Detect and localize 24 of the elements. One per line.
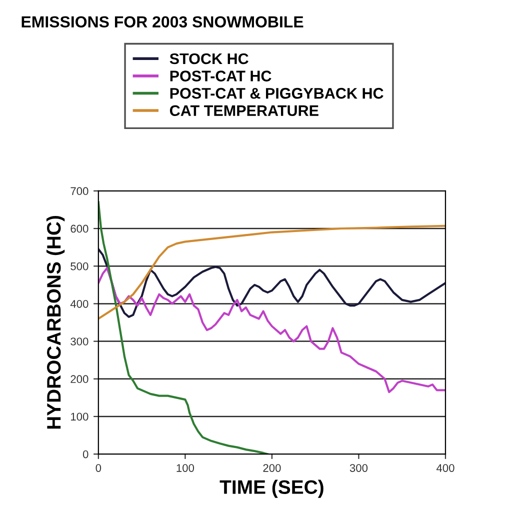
legend-label: POST-CAT & PIGGYBACK HC bbox=[170, 88, 384, 99]
line-series bbox=[98, 201, 269, 454]
chart-title: EMISSIONS FOR 2003 SNOWMOBILE bbox=[22, 16, 304, 28]
y-tick-label: 0 bbox=[82, 450, 88, 458]
y-axis-title: HYDROCARBONS (HC) bbox=[46, 216, 65, 429]
legend-label: STOCK HC bbox=[170, 53, 248, 64]
y-tick-label: 100 bbox=[71, 412, 88, 421]
x-tick-label: 400 bbox=[436, 464, 454, 472]
x-tick-label: 100 bbox=[176, 464, 194, 472]
y-tick-label: 600 bbox=[70, 224, 88, 233]
x-axis-title: TIME (SEC) bbox=[220, 480, 324, 498]
legend-label: POST-CAT HC bbox=[170, 70, 272, 82]
y-tick-label: 700 bbox=[70, 187, 88, 196]
line-series bbox=[98, 266, 446, 394]
x-tick-label: 0 bbox=[96, 464, 102, 472]
legend-label: CAT TEMPERATURE bbox=[170, 105, 318, 116]
line-series bbox=[98, 248, 446, 318]
y-tick-label: 200 bbox=[70, 375, 88, 384]
x-tick-label: 300 bbox=[350, 464, 368, 472]
x-tick-label: 200 bbox=[263, 464, 281, 472]
line-series bbox=[98, 224, 446, 320]
y-tick-label: 500 bbox=[70, 262, 88, 270]
y-tick-label: 400 bbox=[70, 300, 88, 308]
y-tick-label: 300 bbox=[70, 338, 88, 346]
